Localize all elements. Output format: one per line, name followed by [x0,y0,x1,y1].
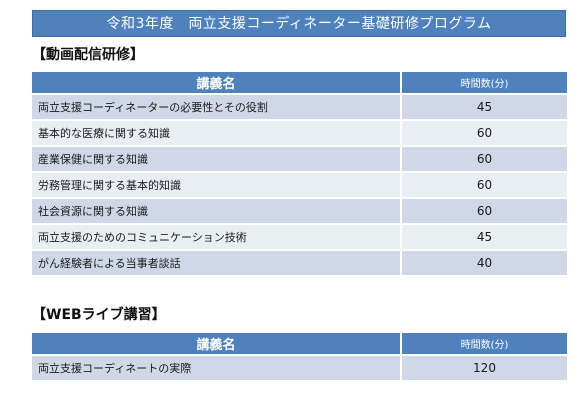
table-row: 両立支援コーディネーターの必要性とその役割 45 [32,95,567,121]
minutes-cell: 60 [402,147,567,173]
minutes-header: 時間数(分) [402,72,567,95]
lecture-name-cell: 労務管理に関する基本的知識 [32,173,402,199]
lecture-name-cell: 産業保健に関する知識 [32,147,402,173]
web-live-heading: 【WEBライブ講習】 [32,307,166,323]
minutes-header: 時間数(分) [402,333,567,356]
lecture-name-cell: 両立支援のためのコミュニケーション技術 [32,225,402,251]
minutes-cell: 45 [402,95,567,121]
video-training-heading: 【動画配信研修】 [32,47,144,63]
table-row: 基本的な医療に関する知識 60 [32,121,567,147]
table-row: 産業保健に関する知識 60 [32,147,567,173]
table-row: 社会資源に関する知識 60 [32,199,567,225]
minutes-cell: 60 [402,199,567,225]
minutes-cell: 60 [402,121,567,147]
lecture-name-cell: 両立支援コーディネートの実際 [32,356,402,382]
table-row: がん経験者による当事者談話 40 [32,251,567,277]
minutes-cell: 120 [402,356,567,382]
lecture-name-cell: 基本的な医療に関する知識 [32,121,402,147]
lecture-name-header: 講義名 [32,333,402,356]
table-row: 両立支援コーディネートの実際 120 [32,356,567,382]
lecture-name-header: 講義名 [32,72,402,95]
minutes-cell: 45 [402,225,567,251]
minutes-cell: 60 [402,173,567,199]
minutes-cell: 40 [402,251,567,277]
lecture-name-cell: 社会資源に関する知識 [32,199,402,225]
table-row: 労務管理に関する基本的知識 60 [32,173,567,199]
program-title-banner: 令和3年度 両立支援コーディネーター基礎研修プログラム [32,10,566,37]
table-header-row: 講義名 時間数(分) [32,333,567,356]
lecture-name-cell: がん経験者による当事者談話 [32,251,402,277]
lecture-name-cell: 両立支援コーディネーターの必要性とその役割 [32,95,402,121]
web-live-table: 講義名 時間数(分) 両立支援コーディネートの実際 120 [32,333,567,382]
table-row: 両立支援のためのコミュニケーション技術 45 [32,225,567,251]
table-header-row: 講義名 時間数(分) [32,72,567,95]
video-training-table: 講義名 時間数(分) 両立支援コーディネーターの必要性とその役割 45 基本的な… [32,72,567,277]
